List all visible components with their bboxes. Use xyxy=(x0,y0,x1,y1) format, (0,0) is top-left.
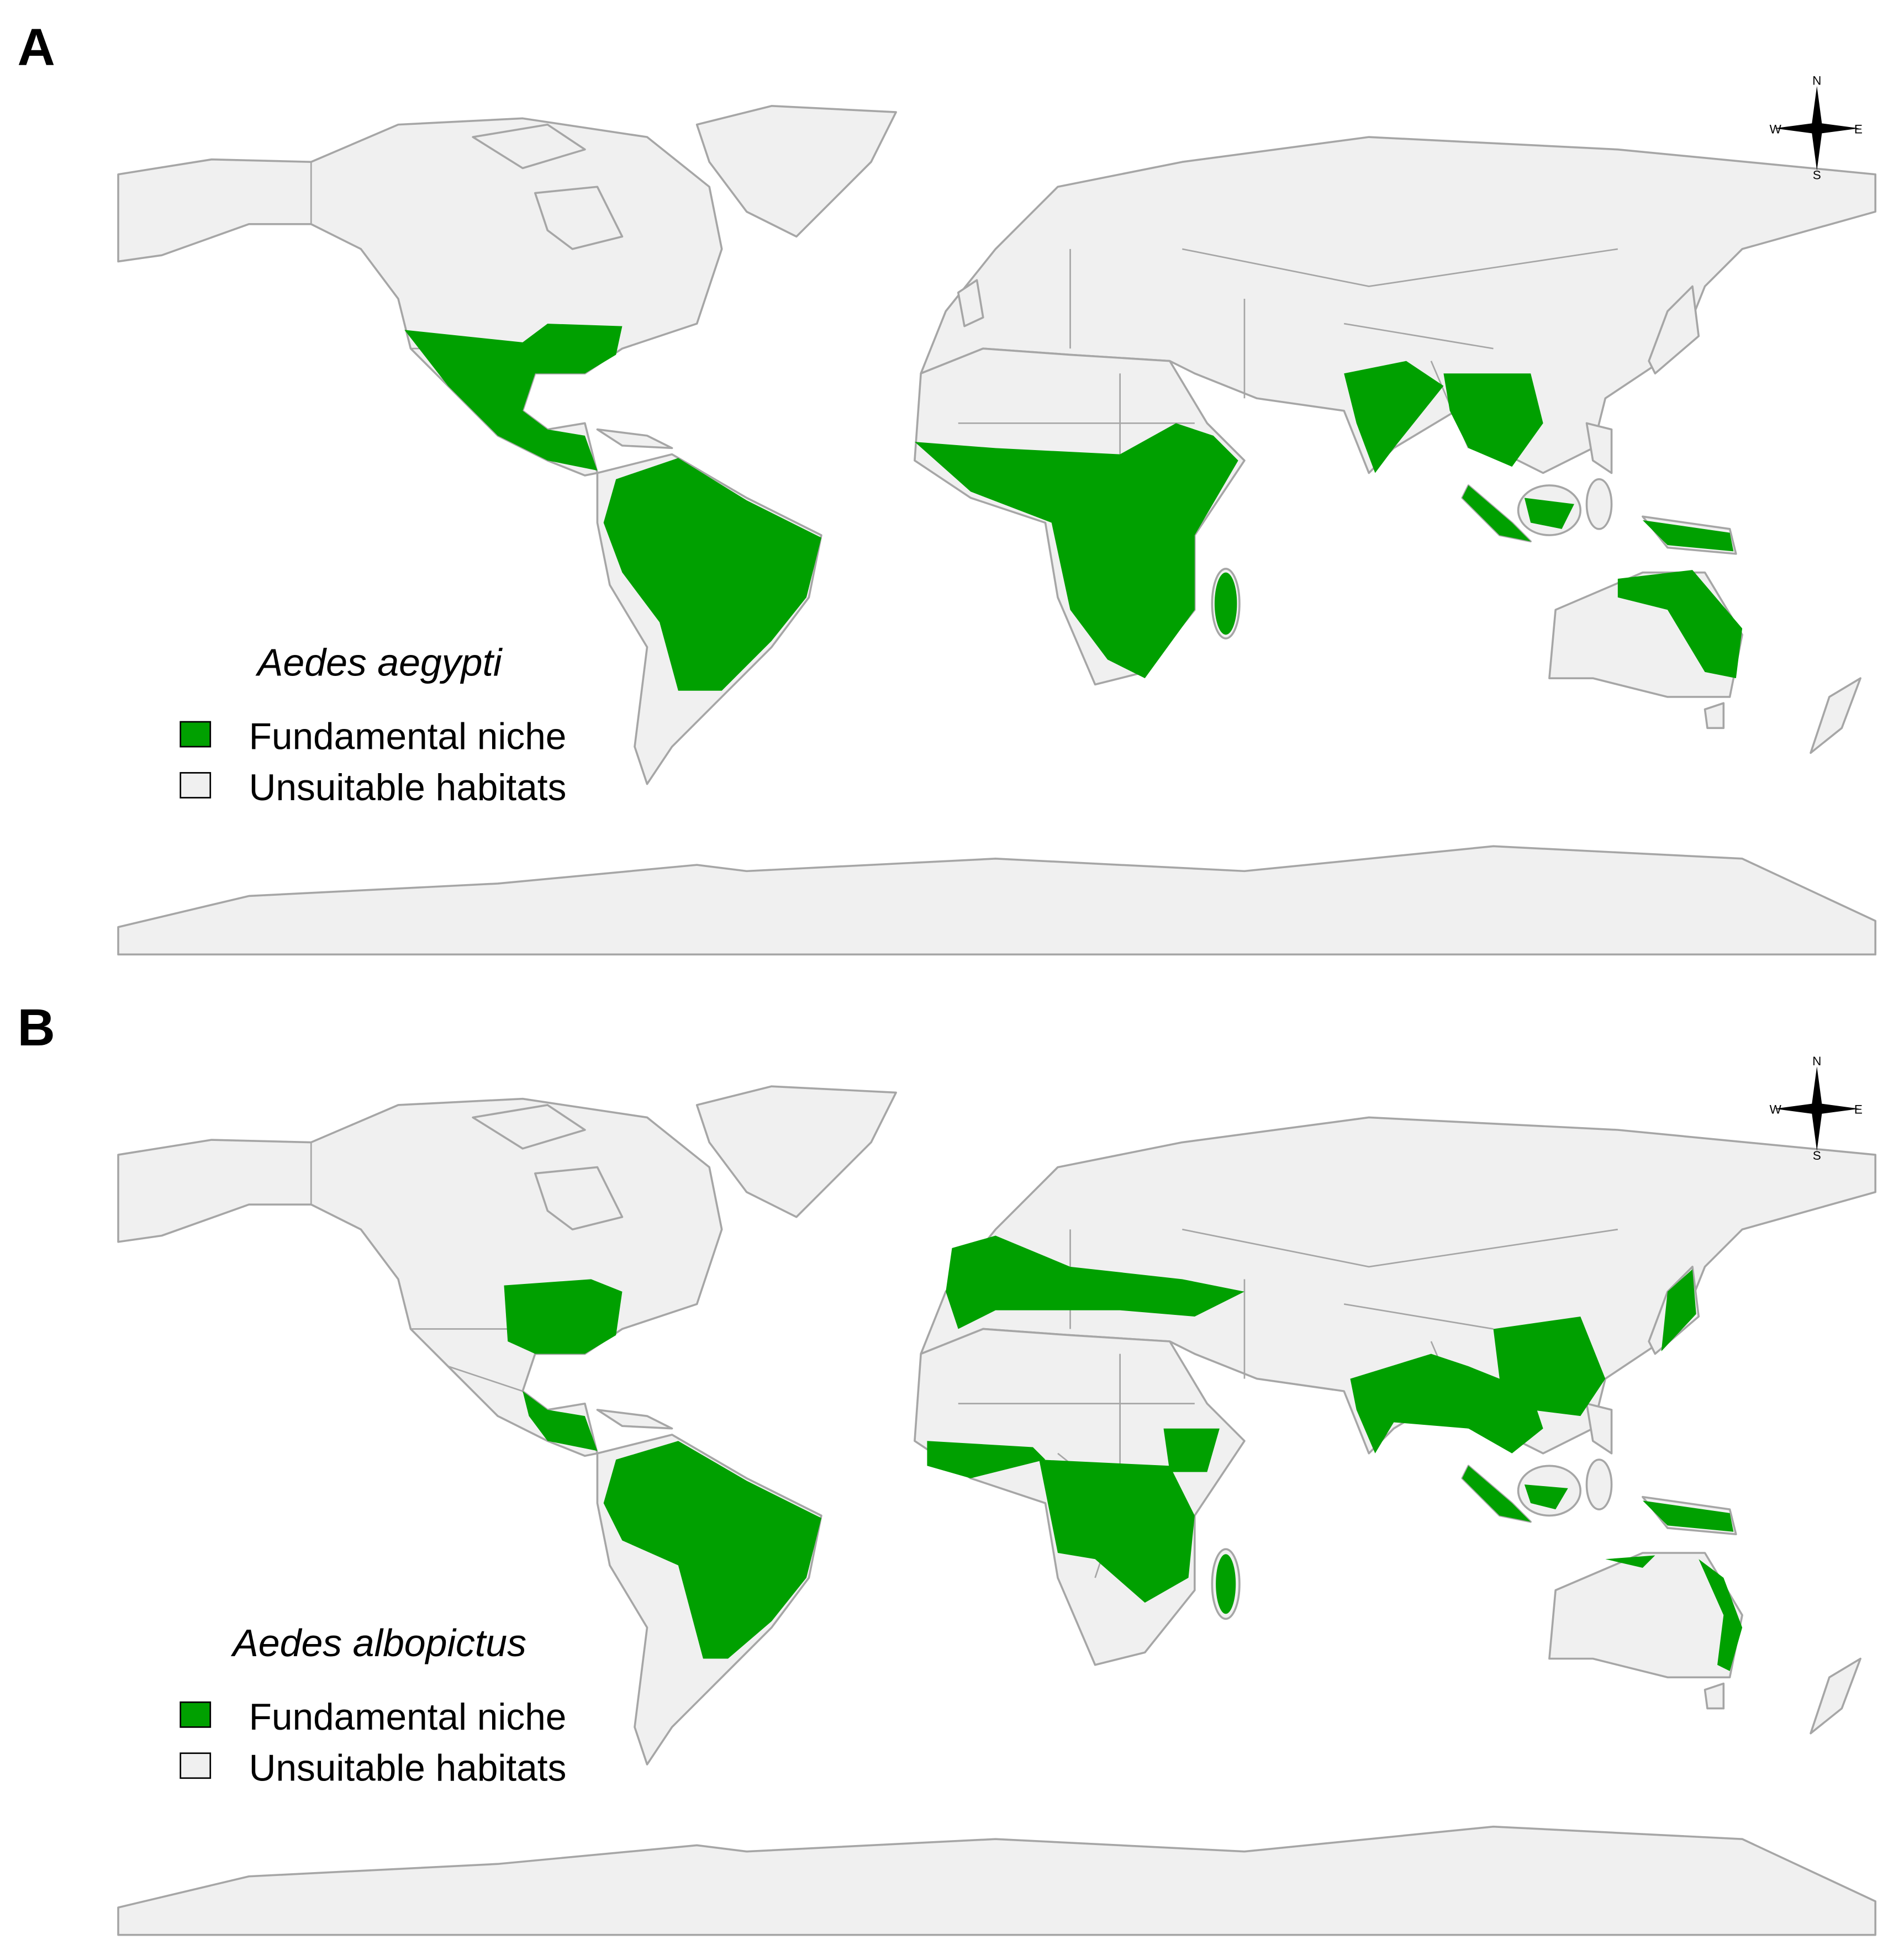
compass: N S E W xyxy=(1770,1054,1863,1162)
world-map xyxy=(117,105,1876,956)
legend-label: Fundamental niche xyxy=(249,1696,567,1738)
panel-a: A Aedes aegypti Fundamental niche Unsuit… xyxy=(18,18,1876,956)
compass: N S E W xyxy=(1770,74,1863,182)
species-name: Aedes albopictus xyxy=(230,1621,526,1664)
compass-label: E xyxy=(1854,1103,1863,1117)
legend-label: Fundamental niche xyxy=(249,716,567,758)
legend-swatch xyxy=(180,772,212,799)
species-name: Aedes aegypti xyxy=(255,641,503,684)
legend-label: Unsuitable habitats xyxy=(249,767,567,808)
compass-label: S xyxy=(1813,168,1821,182)
compass-label: W xyxy=(1770,122,1782,136)
legend-swatch xyxy=(180,1701,212,1728)
legend-swatch xyxy=(180,721,212,748)
panel-b: B Aedes albopictus Fundamental niche Uns… xyxy=(18,998,1876,1936)
compass-label: N xyxy=(1812,1054,1821,1068)
panel-label: A xyxy=(18,18,55,76)
niche-areas xyxy=(504,1235,1743,1672)
compass-label: W xyxy=(1770,1103,1782,1117)
niche-areas xyxy=(404,324,1743,691)
legend-swatch xyxy=(180,1752,212,1779)
compass-label: E xyxy=(1854,122,1863,136)
world-map xyxy=(117,1085,1876,1936)
legend-label: Unsuitable habitats xyxy=(249,1747,567,1789)
panel-label: B xyxy=(18,998,55,1057)
compass-label: N xyxy=(1812,74,1821,88)
compass-label: S xyxy=(1813,1149,1821,1162)
